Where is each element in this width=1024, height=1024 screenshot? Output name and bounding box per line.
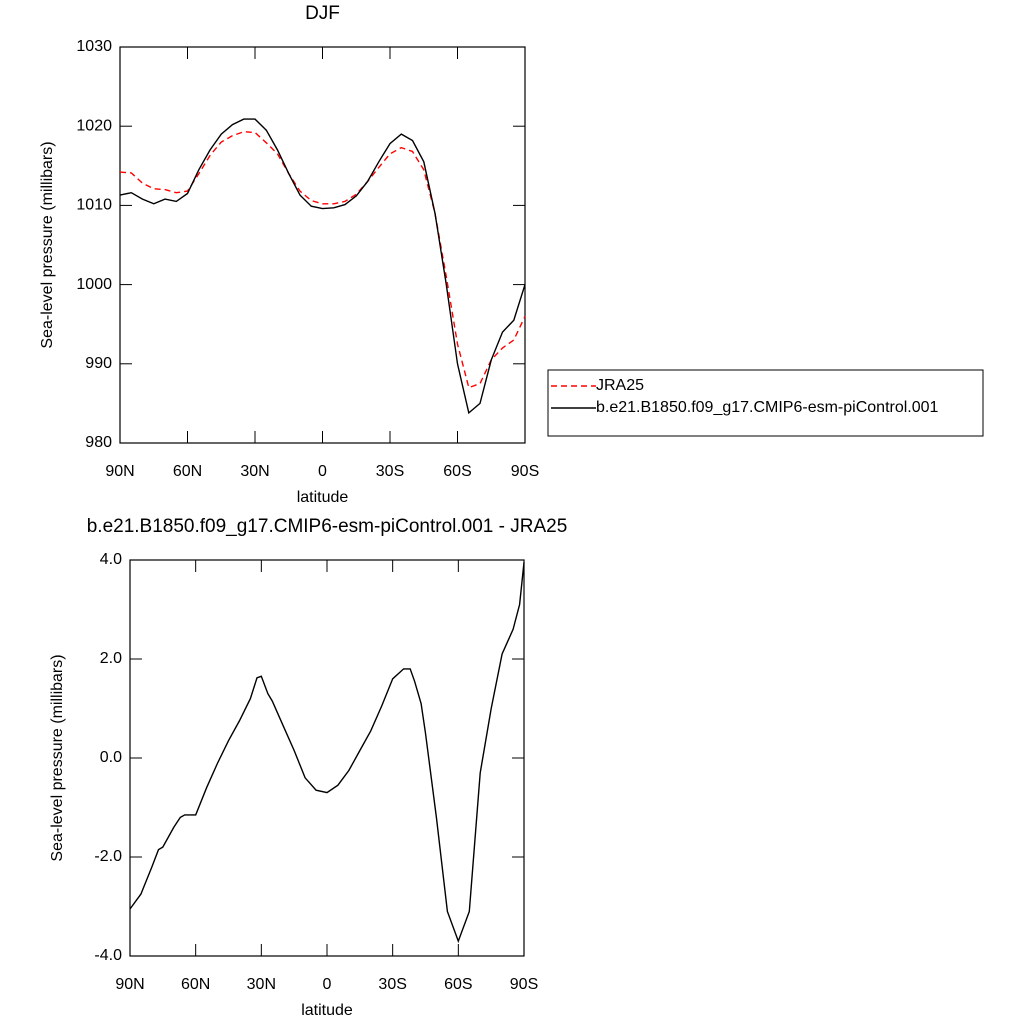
plot-frame <box>129 559 525 957</box>
legend-box <box>547 369 984 437</box>
x-tick-label: 30S <box>376 463 404 480</box>
data-line <box>119 130 526 389</box>
x-tick-label: 60N <box>181 976 210 993</box>
y-tick-label: -4.0 <box>94 947 122 964</box>
x-tick-label: 30N <box>240 463 269 480</box>
y-tick-label: 980 <box>85 434 112 451</box>
plot-frame <box>119 46 526 444</box>
y-tick-label: 2.0 <box>100 650 122 667</box>
x-tick-label: 0 <box>318 463 327 480</box>
x-tick-label: 0 <box>323 976 332 993</box>
y-tick-label: 0.0 <box>100 749 122 766</box>
x-tick-label: 60S <box>444 976 472 993</box>
y-tick-label: 1030 <box>76 38 112 55</box>
chart-title: DJF <box>305 3 340 24</box>
legend-label: JRA25 <box>596 377 644 394</box>
x-axis-label: latitude <box>301 1002 353 1019</box>
x-tick-label: 90N <box>115 976 144 993</box>
x-axis-label: latitude <box>297 489 349 506</box>
chart-title: b.e21.B1850.f09_g17.CMIP6-esm-piControl.… <box>87 516 568 537</box>
x-tick-label: 90S <box>511 463 539 480</box>
y-tick-label: 4.0 <box>100 551 122 568</box>
y-axis-label: Sea-level pressure (millibars) <box>39 141 56 348</box>
x-tick-label: 90S <box>510 976 538 993</box>
y-tick-label: 1000 <box>76 276 112 293</box>
y-tick-label: -2.0 <box>94 848 122 865</box>
y-axis-label: Sea-level pressure (millibars) <box>49 654 66 861</box>
data-line <box>119 118 526 415</box>
x-tick-label: 30N <box>247 976 276 993</box>
x-tick-label: 60S <box>443 463 471 480</box>
legend-label: b.e21.B1850.f09_g17.CMIP6-esm-piControl.… <box>596 399 939 416</box>
y-tick-label: 1010 <box>76 197 112 214</box>
x-tick-label: 60N <box>173 463 202 480</box>
y-tick-label: 990 <box>85 355 112 372</box>
x-tick-label: 30S <box>378 976 406 993</box>
y-tick-label: 1020 <box>76 117 112 134</box>
x-tick-label: 90N <box>105 463 134 480</box>
data-line <box>129 562 525 944</box>
